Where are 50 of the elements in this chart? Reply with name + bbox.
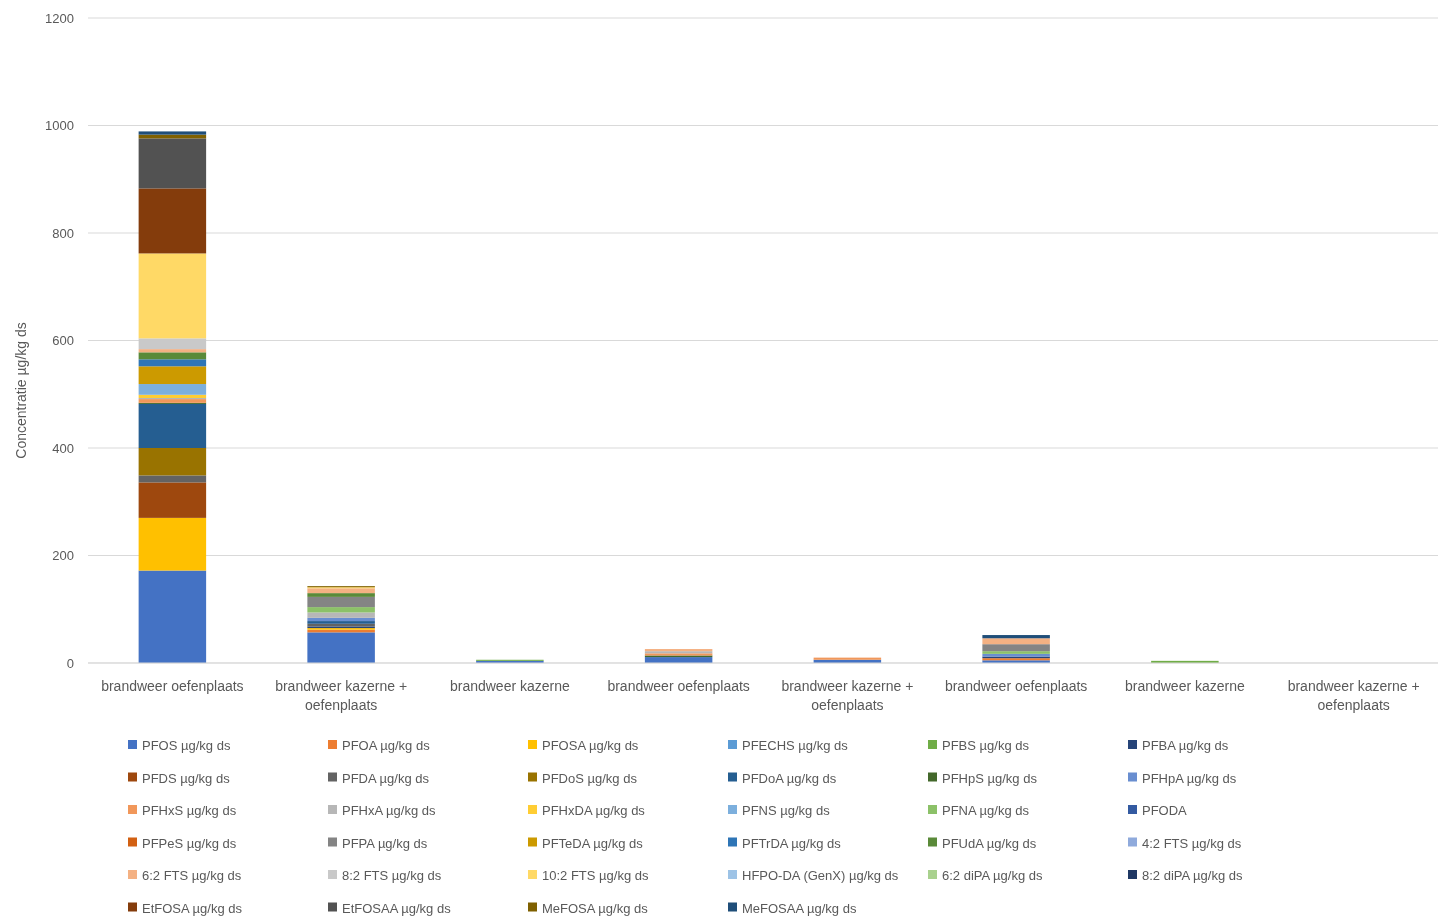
legend-label: PFHxDA µg/kg ds	[542, 803, 646, 818]
legend-label: 4:2 FTS µg/kg ds	[1142, 835, 1242, 851]
legend-label: PFDoA µg/kg ds	[742, 770, 837, 786]
y-tick-label: 0	[66, 655, 74, 671]
legend-label: PFOA µg/kg ds	[342, 738, 431, 753]
x-tick-label: brandweer kazerne + oefenplaats	[781, 678, 914, 713]
x-tick-label: brandweer kazerne	[449, 678, 571, 694]
x-tick-label: brandweer kazerne + oefenplaats	[1287, 678, 1420, 713]
legend-label: PFPA µg/kg ds	[342, 835, 428, 851]
legend-label: PFHxS µg/kg ds	[142, 803, 237, 818]
legend-label: PFDoS µg/kg ds	[542, 770, 638, 786]
legend-label: 8:2 diPA µg/kg ds	[1142, 868, 1243, 883]
legend-label: MeFOSA µg/kg ds	[542, 900, 649, 916]
legend-label: PFOSA µg/kg ds	[542, 738, 639, 753]
legend-label: PFHpS µg/kg ds	[942, 770, 1038, 786]
legend-label: EtFOSA µg/kg ds	[142, 900, 243, 916]
x-tick-label: brandweer oefenplaats	[944, 678, 1088, 694]
y-tick-label: 1000	[45, 118, 74, 134]
legend-label: PFTeDA µg/kg ds	[542, 835, 644, 851]
y-tick-label: 800	[52, 225, 74, 241]
legend-label: PFNA µg/kg ds	[942, 803, 1030, 818]
legend-label: PFNS µg/kg ds	[742, 803, 831, 818]
legend-label: 6:2 FTS µg/kg ds	[142, 868, 242, 883]
legend-label: PFHpA µg/kg ds	[1142, 770, 1237, 786]
x-tick-label: brandweer kazerne + oefenplaats	[275, 678, 408, 713]
legend-label: PFODA	[1142, 803, 1188, 818]
y-axis-title: Concentratie µg/kg ds	[13, 322, 29, 459]
legend-label: PFBS µg/kg ds	[942, 738, 1030, 753]
legend-label: PFPeS µg/kg ds	[142, 835, 237, 851]
legend-label: MeFOSAA µg/kg ds	[742, 900, 857, 916]
y-tick-label: 600	[52, 333, 74, 349]
legend-label: PFDS µg/kg ds	[142, 770, 231, 786]
legend-label: 8:2 FTS µg/kg ds	[342, 868, 442, 883]
legend-label: PFECHS µg/kg ds	[742, 738, 849, 753]
legend-label: PFUdA µg/kg ds	[942, 835, 1037, 851]
x-tick-label: brandweer oefenplaats	[607, 678, 750, 694]
legend-label: PFOS µg/kg ds	[142, 738, 231, 753]
y-tick-label: 1200	[45, 10, 74, 26]
legend-label: PFDA µg/kg ds	[342, 770, 430, 786]
y-tick-label: 200	[52, 548, 74, 564]
legend-label: 10:2 FTS µg/kg ds	[542, 868, 649, 883]
legend-label: PFTrDA µg/kg ds	[742, 835, 842, 851]
x-tick-label: brandweer oefenplaats	[101, 678, 244, 694]
y-tick-label: 400	[52, 440, 74, 456]
x-tick-label: brandweer kazerne	[1124, 678, 1246, 694]
legend-label: EtFOSAA µg/kg ds	[342, 900, 452, 916]
legend-label: PFHxA µg/kg ds	[342, 803, 436, 818]
legend-label: 6:2 diPA µg/kg ds	[942, 868, 1043, 883]
legend-label: PFBA µg/kg ds	[1142, 738, 1229, 753]
legend-label: HFPO-DA (GenX) µg/kg ds	[742, 868, 899, 883]
